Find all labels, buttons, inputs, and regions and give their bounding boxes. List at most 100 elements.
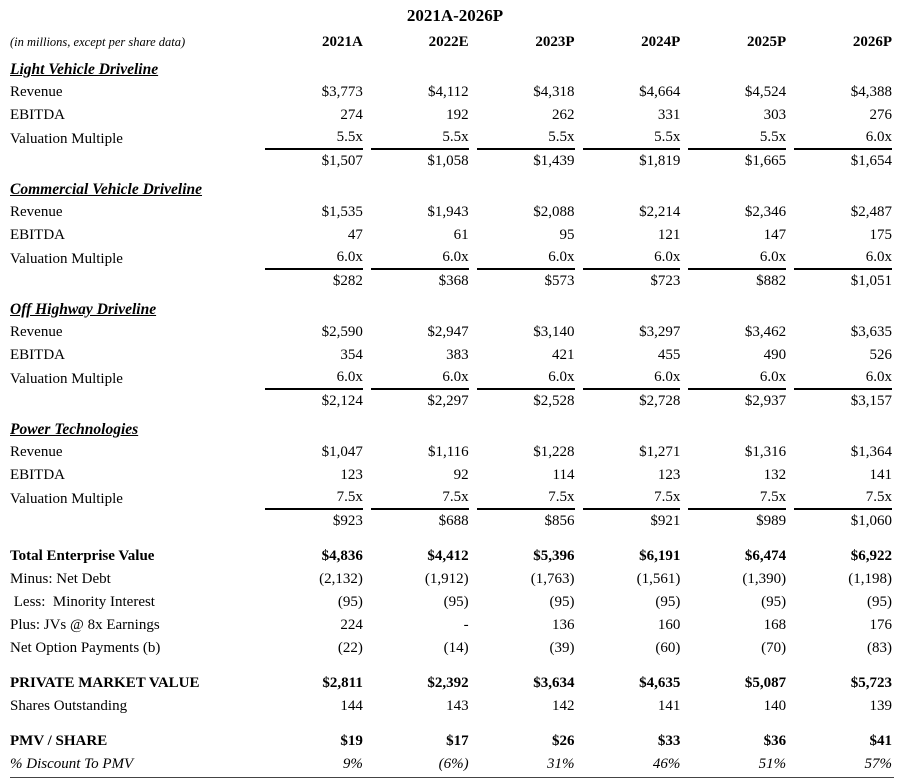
cell: $2,947 bbox=[427, 324, 469, 340]
cell: 274 bbox=[340, 107, 363, 123]
cell: (22) bbox=[337, 640, 363, 656]
cell: (1,912) bbox=[424, 571, 469, 587]
row-valuation-multiple: Valuation Multiple 7.5x 7.5x 7.5x 7.5x 7.5x 7.… bbox=[0, 486, 910, 510]
cell: $5,723 bbox=[850, 675, 892, 691]
cell: 7.5x bbox=[688, 486, 787, 510]
cell: 136 bbox=[552, 617, 575, 633]
cell: $2,590 bbox=[321, 324, 363, 340]
cell: (39) bbox=[549, 640, 575, 656]
cell: $2,487 bbox=[850, 204, 892, 220]
row-pmv-share: PMV / SHARE $19 $17 $26 $33 $36 $41 bbox=[0, 729, 910, 752]
cell: 5.5x bbox=[476, 126, 575, 150]
section-heading-light-vehicle-driveline: Light Vehicle Driveline bbox=[0, 56, 910, 80]
cell: $2,124 bbox=[321, 393, 363, 409]
row-label: EBITDA bbox=[10, 347, 65, 363]
row-valuation-multiple: Valuation Multiple 6.0x 6.0x 6.0x 6.0x 6.0x 6.… bbox=[0, 246, 910, 270]
column-header-2023p: 2023P bbox=[535, 34, 575, 50]
cell: $2,937 bbox=[744, 393, 787, 409]
cell: (1,198) bbox=[848, 571, 892, 587]
row-label: Shares Outstanding bbox=[10, 698, 128, 714]
cell: $4,412 bbox=[427, 548, 469, 564]
row-ebitda: EBITDA 354 383 421 455 490 526 bbox=[0, 343, 910, 366]
cell: $989 bbox=[756, 513, 787, 529]
cell: 6.0x bbox=[476, 246, 575, 270]
cell: 276 bbox=[869, 107, 893, 123]
cell: 57% bbox=[864, 756, 893, 772]
cell: 7.5x bbox=[476, 486, 575, 510]
cell: $856 bbox=[544, 513, 575, 529]
cell: (1,561) bbox=[636, 571, 681, 587]
cell: (95) bbox=[443, 594, 469, 610]
cell: 175 bbox=[869, 227, 893, 243]
cell: $3,635 bbox=[850, 324, 892, 340]
column-header-2022e: 2022E bbox=[428, 34, 469, 50]
cell: $1,058 bbox=[427, 153, 469, 169]
cell: 121 bbox=[657, 227, 681, 243]
cell: 6.0x bbox=[582, 366, 681, 390]
cell: $17 bbox=[446, 733, 469, 749]
cell: 51% bbox=[758, 756, 787, 772]
cell: 5.5x bbox=[265, 126, 363, 150]
cell: 6.0x bbox=[370, 246, 469, 270]
cell: $2,528 bbox=[533, 393, 575, 409]
cell: $1,535 bbox=[321, 204, 363, 220]
cell: (83) bbox=[867, 640, 892, 656]
row-label: PMV / SHARE bbox=[10, 733, 108, 749]
row-label: Net Option Payments (b) bbox=[10, 640, 161, 656]
cell: 383 bbox=[446, 347, 469, 363]
cell: $5,396 bbox=[533, 548, 575, 564]
row-label: Revenue bbox=[10, 204, 63, 220]
row-valuation-multiple: Valuation Multiple 5.5x 5.5x 5.5x 5.5x 5.5x 6.… bbox=[0, 126, 910, 150]
cell: 7.5x bbox=[265, 486, 363, 510]
row-revenue: Revenue $3,773 $4,112 $4,318 $4,664 $4,524 $4,… bbox=[0, 80, 910, 103]
cell: $3,462 bbox=[744, 324, 787, 340]
cell: 141 bbox=[869, 467, 893, 483]
cell: $882 bbox=[756, 273, 787, 289]
cell: $1,507 bbox=[321, 153, 363, 169]
cell: 192 bbox=[446, 107, 469, 123]
row-ebitda: EBITDA 123 92 114 123 132 141 bbox=[0, 463, 910, 486]
cell: $4,112 bbox=[427, 84, 469, 100]
row-private-market-value: PRIVATE MARKET VALUE $2,811 $2,392 $3,634 $4… bbox=[0, 671, 910, 694]
cell: $3,773 bbox=[321, 84, 363, 100]
row-ebitda: EBITDA 274 192 262 331 303 276 bbox=[0, 103, 910, 126]
section-heading-power-technologies: Power Technologies bbox=[0, 416, 910, 440]
column-header-2026p: 2026P bbox=[852, 34, 892, 50]
cell: $19 bbox=[340, 733, 363, 749]
row-label: Valuation Multiple bbox=[10, 371, 123, 387]
cell: $3,157 bbox=[850, 393, 892, 409]
cell: $1,819 bbox=[639, 153, 681, 169]
column-header-2024p: 2024P bbox=[641, 34, 681, 50]
cell: 31% bbox=[547, 756, 575, 772]
row-total-enterprise-value: Total Enterprise Value $4,836 $4,412 $5,396… bbox=[0, 544, 910, 567]
row-revenue: Revenue $2,590 $2,947 $3,140 $3,297 $3,462 $3,… bbox=[0, 320, 910, 343]
cell: $1,364 bbox=[850, 444, 892, 460]
cell: 141 bbox=[657, 698, 681, 714]
cell: 143 bbox=[446, 698, 469, 714]
table-body: Light Vehicle Driveline Revenue $3,773 $4,1… bbox=[0, 56, 910, 775]
cell: $688 bbox=[438, 513, 469, 529]
cell: 176 bbox=[869, 617, 893, 633]
row-label: Revenue bbox=[10, 444, 63, 460]
cell: 7.5x bbox=[370, 486, 469, 510]
cell: 6.0x bbox=[794, 246, 892, 270]
section-heading-label: Light Vehicle Driveline bbox=[10, 61, 159, 78]
cell: $923 bbox=[332, 513, 363, 529]
row-label: EBITDA bbox=[10, 107, 65, 123]
cell: 262 bbox=[552, 107, 575, 123]
row-label: Revenue bbox=[10, 324, 63, 340]
cell: $6,922 bbox=[850, 548, 892, 564]
cell: 92 bbox=[453, 467, 469, 483]
subtotal-off-highway-driveline: $2,124 $2,297 $2,528 $2,728 $2,937 $3,157 bbox=[0, 389, 910, 412]
cell: $6,191 bbox=[639, 548, 681, 564]
section-heading-label: Power Technologies bbox=[10, 421, 139, 438]
cell: 5.5x bbox=[582, 126, 681, 150]
cell: 132 bbox=[763, 467, 787, 483]
column-header-row: (in millions, except per share data) 202… bbox=[0, 28, 910, 52]
cell: 5.5x bbox=[688, 126, 787, 150]
cell: (70) bbox=[761, 640, 787, 656]
cell: 123 bbox=[657, 467, 681, 483]
cell: 95 bbox=[559, 227, 575, 243]
cell: (1,390) bbox=[742, 571, 787, 587]
